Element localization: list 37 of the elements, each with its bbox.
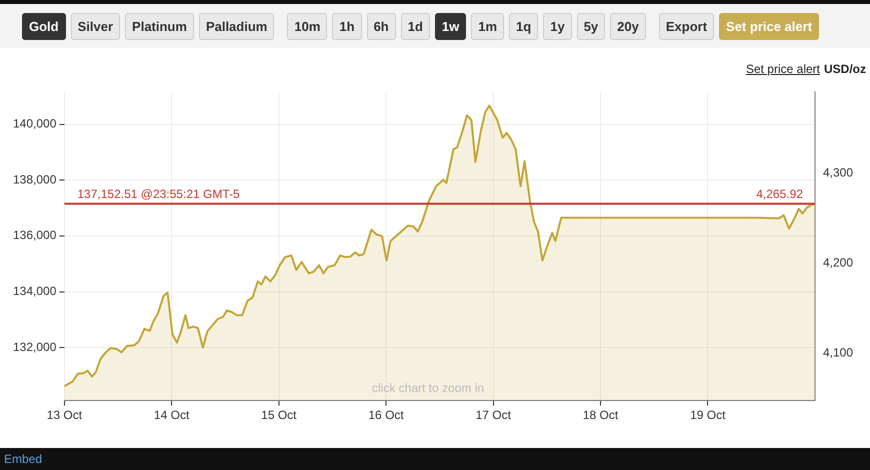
y-tick-label: 132,000 — [12, 340, 57, 354]
ref-line-label: 137,152.51 @23:55:21 GMT-5 — [77, 187, 240, 202]
text: Gold — [22, 12, 66, 40]
text: Set price alert — [719, 12, 820, 40]
x-tick-label: 13 Oct — [46, 408, 83, 422]
text: Set price alert — [746, 62, 820, 76]
text: 20y — [610, 12, 646, 40]
text: 1q — [509, 12, 538, 40]
text: Export — [658, 12, 714, 40]
text: 1y — [543, 12, 572, 40]
text: 1h — [332, 12, 362, 40]
y-tick-label: 136,000 — [12, 228, 57, 242]
x-tick-label: 19 Oct — [690, 408, 726, 422]
annotation: 4,265.92 — [756, 187, 804, 202]
x-tick-label: 17 Oct — [476, 408, 512, 422]
y2-tick-label: 4,300 — [822, 165, 854, 180]
text: Platinum — [125, 12, 194, 40]
annotation: click chart to zoom in — [372, 381, 484, 395]
text: 6h — [366, 12, 396, 40]
y2-tick-label: 4,100 — [822, 345, 854, 360]
y2-axis-title: USD/oz — [824, 62, 866, 76]
text: 5y — [576, 12, 606, 40]
y-tick-label: 138,000 — [12, 172, 57, 186]
text: 1d — [400, 12, 430, 40]
text: Silver — [70, 12, 120, 40]
x-tick-label: 16 Oct — [368, 408, 404, 422]
text: Embed — [4, 452, 42, 466]
y2-tick-label: 4,200 — [822, 255, 854, 270]
text: 10m — [287, 12, 328, 40]
x-tick-label: 15 Oct — [261, 408, 298, 422]
x-tick-label: 18 Oct — [582, 408, 619, 422]
text: 1m — [471, 12, 504, 40]
text: Palladium — [198, 12, 274, 40]
x-tick-label: 14 Oct — [154, 408, 190, 422]
text: 1w — [434, 12, 466, 40]
y-tick-label: 134,000 — [12, 284, 57, 298]
y-tick-label: 140,000 — [12, 116, 57, 131]
